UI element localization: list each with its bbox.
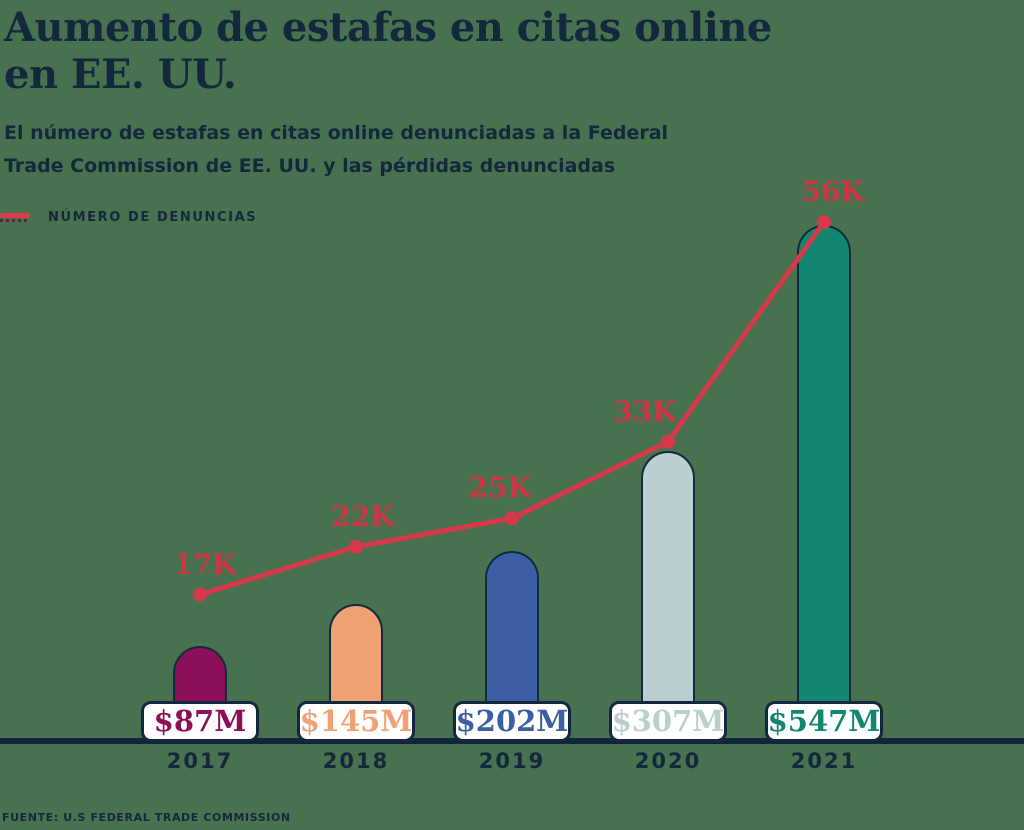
loss-box-2021: $547M xyxy=(765,701,883,742)
legend-label: NÚMERO DE DENUNCIAS xyxy=(48,209,258,225)
loss-value-2020: $307M xyxy=(611,704,725,738)
line-point-2018 xyxy=(349,539,363,554)
year-label-2020: 2020 xyxy=(634,749,702,773)
loss-box-2019: $202M xyxy=(453,701,571,742)
loss-value-2018: $145M xyxy=(299,704,413,738)
loss-value-2017: $87M xyxy=(153,704,247,738)
chart-subtitle-line2: Trade Commission de EE. UU. y las pérdid… xyxy=(4,155,616,177)
bar-2020 xyxy=(641,451,695,741)
chart-subtitle: El número de estafas en citas online den… xyxy=(4,117,668,183)
source-note: FUENTE: U.S FEDERAL TRADE COMMISSION xyxy=(2,811,291,824)
legend-dotted-underline xyxy=(0,218,27,222)
line-point-2020 xyxy=(661,434,675,449)
chart-title-line1: Aumento de estafas en citas online xyxy=(4,4,772,51)
loss-box-2017: $87M xyxy=(141,701,259,742)
reports-line xyxy=(197,219,827,598)
chart-title: Aumento de estafas en citas online en EE… xyxy=(4,4,772,98)
line-value-2018: 22K xyxy=(331,499,395,533)
line-value-2021: 56K xyxy=(801,175,865,209)
year-label-2019: 2019 xyxy=(478,749,546,773)
loss-box-2018: $145M xyxy=(297,701,415,742)
bar-2021 xyxy=(797,225,851,741)
legend-line-swatch xyxy=(0,212,30,222)
year-label-2018: 2018 xyxy=(322,749,390,773)
line-point-2017 xyxy=(193,587,207,602)
legend-line-icon xyxy=(0,212,30,218)
chart-subtitle-line1: El número de estafas en citas online den… xyxy=(4,122,669,144)
legend: NÚMERO DE DENUNCIAS xyxy=(0,204,257,230)
line-value-2019: 25K xyxy=(468,471,532,505)
line-value-2017: 17K xyxy=(173,547,237,581)
loss-value-2021: $547M xyxy=(767,704,881,738)
year-label-2021: 2021 xyxy=(790,749,858,773)
loss-value-2019: $202M xyxy=(455,704,569,738)
chart-title-line2: en EE. UU. xyxy=(4,51,237,98)
loss-box-2020: $307M xyxy=(609,701,727,742)
year-label-2017: 2017 xyxy=(166,749,234,773)
line-value-2020: 33K xyxy=(613,394,677,428)
line-point-2019 xyxy=(505,511,519,526)
